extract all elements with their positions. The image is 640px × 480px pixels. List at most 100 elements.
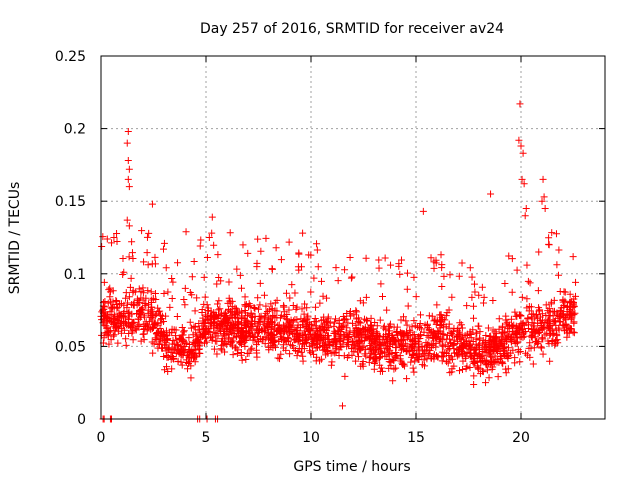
- y-tick-label: 0.25: [55, 49, 86, 65]
- data-point: [554, 271, 562, 279]
- data-point: [164, 353, 172, 361]
- data-point: [181, 338, 189, 346]
- data-point: [463, 362, 471, 370]
- data-point: [208, 229, 216, 237]
- data-point: [122, 341, 130, 349]
- data-point: [264, 314, 272, 322]
- y-tick-label: 0.15: [55, 194, 86, 210]
- data-point: [116, 320, 124, 328]
- data-point: [348, 351, 356, 359]
- data-point: [130, 318, 138, 326]
- data-point: [179, 331, 187, 339]
- data-point: [392, 364, 400, 372]
- data-point: [225, 278, 233, 286]
- data-point: [174, 357, 182, 365]
- data-point: [126, 283, 134, 291]
- data-point: [414, 338, 422, 346]
- data-point: [475, 291, 483, 299]
- data-point: [150, 321, 158, 329]
- data-point: [468, 273, 476, 281]
- data-point: [542, 301, 550, 309]
- data-point: [286, 350, 294, 358]
- data-point: [265, 343, 273, 351]
- data-point: [445, 320, 453, 328]
- data-point: [194, 326, 202, 334]
- data-point: [149, 324, 157, 332]
- data-point: [103, 323, 111, 331]
- data-point: [175, 335, 183, 343]
- data-point: [103, 235, 111, 243]
- y-axis-label: SRMTID / TECUs: [7, 182, 23, 295]
- data-point: [335, 328, 343, 336]
- data-point: [495, 315, 503, 323]
- data-point: [562, 326, 570, 334]
- data-point: [321, 338, 329, 346]
- x-tick-label: 10: [302, 430, 320, 446]
- data-point: [383, 352, 391, 360]
- data-point: [169, 336, 177, 344]
- data-point: [396, 270, 404, 278]
- data-point: [309, 327, 317, 335]
- data-point: [330, 336, 338, 344]
- data-point: [125, 293, 133, 301]
- data-point: [544, 307, 552, 315]
- ticks-layer: 0 5 10 15 20 0 0.05 0.1 0.15 0.2 0.25: [55, 49, 605, 446]
- data-point: [124, 157, 132, 165]
- data-point: [102, 322, 110, 330]
- data-point: [125, 329, 133, 337]
- data-point: [150, 340, 158, 348]
- data-point: [418, 361, 426, 369]
- data-point: [228, 302, 236, 310]
- data-point: [316, 326, 324, 334]
- data-point: [555, 246, 563, 254]
- data-point: [362, 293, 370, 301]
- data-point: [311, 315, 319, 323]
- data-point: [147, 313, 155, 321]
- data-point: [200, 300, 208, 308]
- data-point: [289, 317, 297, 325]
- data-point: [135, 285, 143, 293]
- data-point: [425, 312, 433, 320]
- data-point: [323, 294, 331, 302]
- data-point: [170, 346, 178, 354]
- data-point: [563, 333, 571, 341]
- data-point: [168, 325, 176, 333]
- data-point: [303, 304, 311, 312]
- data-point: [525, 344, 533, 352]
- data-point: [499, 360, 507, 368]
- data-point: [149, 349, 157, 357]
- data-point: [442, 312, 450, 320]
- data-point: [226, 307, 234, 315]
- data-point: [275, 324, 283, 332]
- data-point: [361, 350, 369, 358]
- data-point: [342, 329, 350, 337]
- data-point: [137, 294, 145, 302]
- data-point: [125, 183, 133, 191]
- data-point: [479, 368, 487, 376]
- data-point: [178, 361, 186, 369]
- data-point: [398, 359, 406, 367]
- data-point: [477, 358, 485, 366]
- data-point: [520, 329, 528, 337]
- data-point: [282, 289, 290, 297]
- data-point: [481, 338, 489, 346]
- data-point: [513, 339, 521, 347]
- data-point: [188, 273, 196, 281]
- data-point: [455, 367, 463, 375]
- data-point: [438, 315, 446, 323]
- data-point: [546, 357, 554, 365]
- data-point: [372, 350, 380, 358]
- data-point: [313, 353, 321, 361]
- data-point: [443, 335, 451, 343]
- data-point: [299, 357, 307, 365]
- data-point: [268, 265, 276, 273]
- data-point: [560, 311, 568, 319]
- data-point: [570, 298, 578, 306]
- data-point: [522, 204, 530, 212]
- data-point: [474, 362, 482, 370]
- data-point: [349, 329, 357, 337]
- data-point: [341, 372, 349, 380]
- data-point: [187, 374, 195, 382]
- data-point: [538, 334, 546, 342]
- data-point: [334, 277, 342, 285]
